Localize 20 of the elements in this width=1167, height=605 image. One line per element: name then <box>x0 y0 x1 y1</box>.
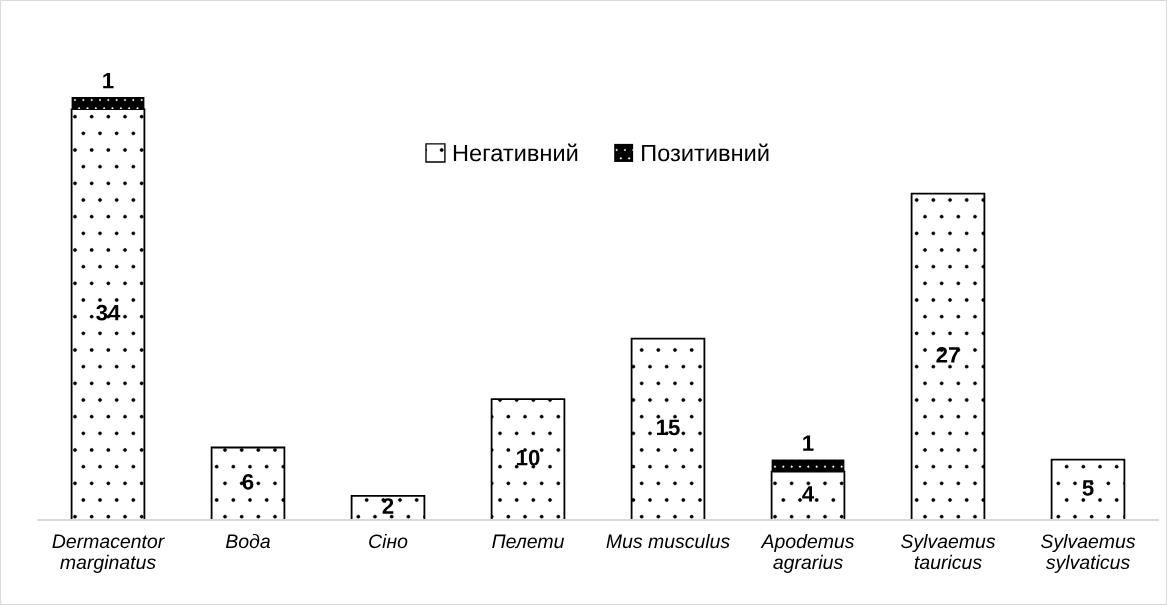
data-label: 34 <box>96 304 121 321</box>
data-label: 15 <box>657 419 680 436</box>
data-label: 1 <box>103 72 114 89</box>
x-tick-label: Sylvaemus tauricus <box>901 533 996 570</box>
x-tick-label: Вода <box>225 533 271 549</box>
data-label: 10 <box>517 449 540 466</box>
x-tick-label: Пелети <box>492 534 565 549</box>
x-tick-label: Сіно <box>369 533 408 549</box>
legend-label: Позитивний <box>642 143 769 162</box>
legend-label: Негативний <box>453 143 578 162</box>
data-label: 4 <box>802 486 815 502</box>
x-tick-label: Sylvaemus sylvaticus <box>1041 533 1136 573</box>
data-label: 2 <box>382 498 394 514</box>
x-tick-label: Apodemus agrarius <box>760 533 855 573</box>
x-tick-label: Dermacentor marginatus <box>52 534 165 573</box>
data-label: 5 <box>1082 480 1094 496</box>
x-tick-label: Mus musculus <box>606 533 730 549</box>
data-label: 6 <box>242 473 254 490</box>
data-label: 27 <box>936 347 960 363</box>
data-label: 1 <box>803 435 814 451</box>
